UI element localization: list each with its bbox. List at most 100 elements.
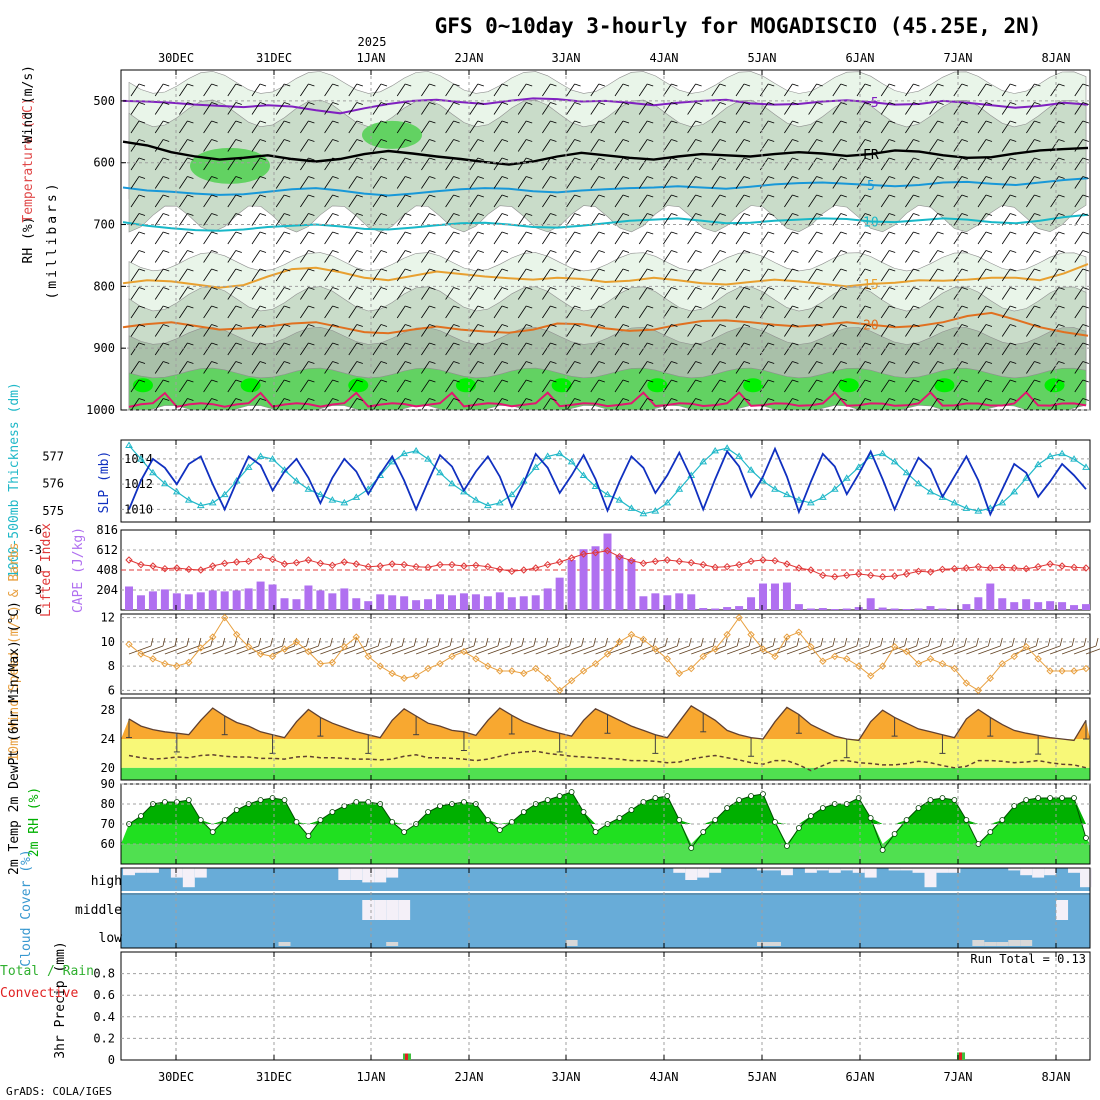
barb: [542, 194, 551, 208]
barb-flag: [163, 361, 170, 364]
top-date-4JAN: 4JAN: [650, 51, 679, 65]
barb: [203, 250, 212, 263]
thickness-point: [364, 485, 373, 492]
barb-flag: [840, 213, 847, 216]
barb-flag: [695, 194, 702, 198]
rh-patch-upper-1: [190, 147, 270, 184]
barb: [784, 342, 793, 356]
barb-flag: [961, 120, 968, 124]
barb: [154, 342, 164, 356]
pressure-tick-500: 500: [93, 94, 115, 108]
barb-flag: [211, 398, 218, 401]
barb-flag: [477, 194, 484, 198]
barb: [759, 213, 769, 226]
barb-flag: [332, 157, 339, 161]
barb-flag: [187, 194, 194, 198]
barb-flag: [1034, 379, 1041, 383]
li-point: [938, 565, 947, 574]
barb: [203, 305, 212, 319]
barb-flag: [187, 398, 194, 401]
wind-barb-flag: [186, 637, 190, 647]
barb-flag: [477, 305, 484, 309]
rh-tick-90: 90: [101, 777, 115, 791]
barb: [130, 305, 140, 319]
barb-flag: [405, 324, 412, 327]
barb: [929, 398, 938, 410]
wind-barb: [368, 645, 391, 655]
barb: [687, 361, 696, 374]
barb: [348, 268, 358, 282]
barb-flag: [985, 194, 993, 198]
barb-flag: [501, 139, 509, 142]
barb-flag: [187, 157, 194, 161]
barb-flag: [816, 379, 823, 383]
barb-flag: [864, 379, 872, 383]
barb: [784, 176, 793, 189]
thickness-point: [1046, 452, 1054, 459]
barb: [759, 231, 769, 245]
barb-flag: [961, 139, 968, 142]
barb: [905, 268, 914, 282]
barb-flag: [259, 157, 267, 161]
barb-flag: [453, 361, 460, 364]
barb: [179, 139, 188, 152]
barb-flag: [1010, 324, 1017, 327]
barb-flag: [574, 102, 581, 105]
barb: [421, 268, 430, 282]
barb: [735, 342, 745, 356]
barb-flag: [913, 102, 920, 105]
barb: [880, 287, 890, 300]
barb: [784, 213, 793, 226]
barb-flag: [985, 361, 993, 364]
barb: [493, 176, 503, 189]
barb: [275, 231, 285, 245]
barb-flag: [889, 83, 896, 87]
li-point: [747, 557, 755, 566]
chart-title: GFS 0~10day 3-hourly for MOGADISCIO (45.…: [435, 14, 1042, 38]
barb-flag: [405, 83, 412, 87]
barb-flag: [259, 268, 267, 272]
thickness-point: [304, 485, 313, 492]
barb: [977, 139, 987, 152]
barb: [1026, 250, 1035, 263]
cape-bar: [184, 594, 193, 610]
thickness-point: [591, 482, 600, 489]
barb: [372, 250, 382, 263]
barb-flag: [647, 250, 654, 253]
barb-flag: [792, 305, 799, 309]
li-point: [1058, 562, 1066, 570]
barb-flag: [429, 194, 436, 198]
top-date-2JAN: 2JAN: [455, 51, 484, 65]
rh-point: [616, 815, 623, 821]
barb: [687, 213, 696, 226]
barb-flag: [622, 231, 630, 235]
li-point: [460, 562, 468, 570]
barb: [251, 120, 261, 134]
barb: [856, 324, 866, 337]
li-point: [902, 570, 911, 578]
li-point: [328, 561, 337, 570]
barb: [275, 176, 285, 189]
barb-flag: [1010, 361, 1017, 364]
rh-point: [401, 829, 408, 835]
thickness-point: [1070, 455, 1078, 462]
cloud-high-clear: [182, 868, 195, 888]
wind-speed-point: [508, 667, 516, 675]
barb: [227, 120, 237, 134]
barb: [566, 157, 575, 171]
thickness-point: [137, 455, 145, 462]
rh-point: [556, 793, 563, 799]
barb: [953, 398, 963, 410]
barb: [493, 83, 503, 97]
barb: [396, 379, 406, 393]
wind-speed-point: [543, 674, 552, 682]
barb: [130, 398, 140, 410]
barb-flag: [187, 287, 194, 290]
barb-flag: [889, 361, 896, 364]
barb-flag: [308, 120, 315, 124]
barb-flag: [889, 176, 896, 179]
barb-flag: [453, 342, 460, 346]
barb: [735, 398, 745, 410]
wind-barb: [774, 645, 798, 655]
wind-barb-flag: [449, 637, 453, 647]
